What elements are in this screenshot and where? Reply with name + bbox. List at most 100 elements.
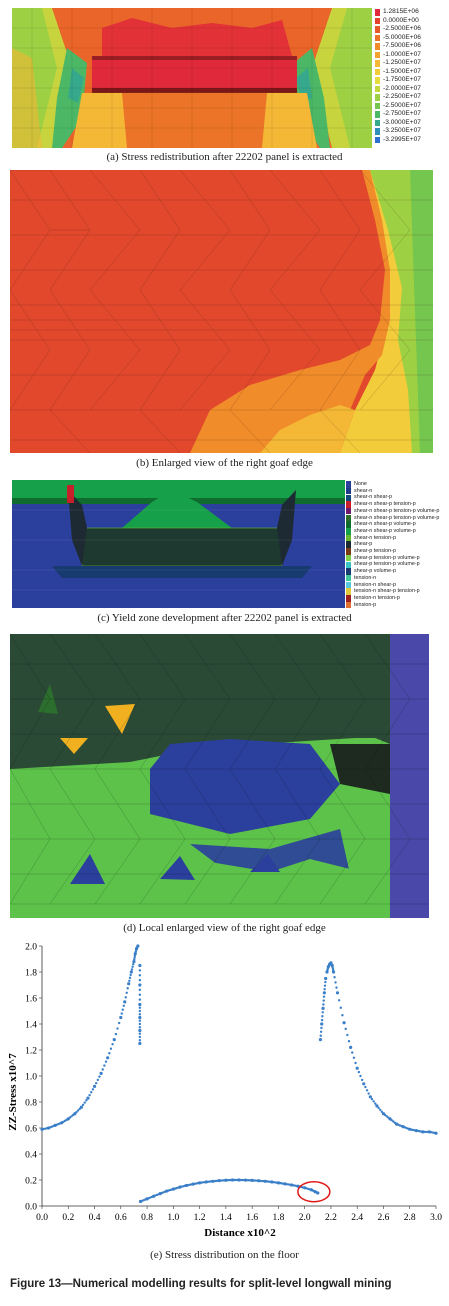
data-point [85, 1099, 88, 1102]
legend-swatch [375, 77, 380, 84]
data-point [380, 1110, 384, 1113]
data-point [364, 1085, 367, 1089]
legend-entry: tension-p [346, 602, 449, 609]
data-point [347, 1040, 351, 1043]
legend-label: tension-p [354, 601, 377, 608]
legend-label: shear-n shear-p volume-p [354, 521, 416, 528]
x-tick-label: 0.6 [115, 1213, 127, 1223]
data-point [318, 1038, 323, 1042]
data-point [390, 1119, 393, 1122]
data-point [322, 995, 326, 998]
legend-entry: shear-p tension-p volume-p [346, 561, 449, 569]
legend-label: 0.0000E+00 [383, 16, 419, 24]
legend-entry: -2.5000E+07 [375, 102, 449, 111]
legend-entry: -3.0000E+07 [375, 119, 449, 128]
x-tick-label: 1.4 [220, 1213, 232, 1223]
stress-legend: 1.2815E+06 0.0000E+00 -2.5000E+06 -5.0000E+… [375, 8, 449, 144]
legend-swatch [346, 528, 351, 535]
data-point [103, 1064, 106, 1067]
data-point [322, 991, 326, 995]
yield-legend: None shear-n shear-n shear-p shear-n shear-… [346, 481, 449, 609]
data-point [129, 973, 132, 977]
data-point [360, 1078, 364, 1082]
legend-label: shear-p volume-p [354, 568, 396, 575]
data-point [375, 1104, 379, 1108]
caption-d: (d) Local enlarged view of the right goa… [123, 922, 326, 934]
legend-swatch [346, 501, 351, 508]
data-point [112, 1038, 116, 1042]
legend-swatch [346, 588, 351, 595]
legend-swatch [346, 561, 351, 569]
legend-entry: tension-n shear-p tension-p [346, 588, 449, 595]
legend-swatch [346, 521, 351, 528]
legend-entry: -1.5000E+07 [375, 68, 449, 77]
legend-label: tension-n [354, 574, 377, 581]
data-point [136, 944, 140, 948]
data-point [122, 1004, 125, 1007]
data-point [138, 1006, 142, 1009]
x-tick-label: 1.6 [246, 1213, 258, 1223]
data-point [378, 1108, 382, 1111]
data-point [323, 984, 327, 987]
data-point [138, 1015, 142, 1020]
data-point [324, 980, 327, 984]
legend-entry: -2.0000E+07 [375, 85, 449, 94]
legend-entry: -5.0000E+06 [375, 34, 449, 43]
data-point [138, 1022, 142, 1026]
data-point [125, 991, 128, 994]
legend-label: shear-n shear-p tension-p volume-p [354, 514, 440, 521]
x-tick-label: 2.8 [404, 1213, 416, 1223]
legend-label: None [354, 481, 367, 487]
data-point [138, 1002, 142, 1007]
legend-label: -1.0000E+07 [383, 50, 421, 58]
x-tick-label: 3.0 [430, 1213, 442, 1223]
data-point [434, 1131, 438, 1135]
data-point [109, 1047, 113, 1050]
data-point [342, 1021, 346, 1025]
legend-label: shear-n shear-p [354, 494, 393, 501]
y-tick-label: 2.0 [25, 943, 37, 953]
highlight-ellipse [297, 1180, 331, 1203]
x-tick-label: 2.2 [325, 1213, 337, 1223]
data-point [335, 986, 338, 989]
legend-label: -1.2500E+07 [383, 59, 421, 66]
legend-swatch [346, 601, 351, 609]
data-point [99, 1071, 103, 1075]
legend-entry: -3.2500E+07 [375, 127, 449, 136]
legend-swatch [346, 581, 351, 589]
data-point [344, 1027, 347, 1031]
legend-label: shear-n shear-p volume-p [354, 527, 416, 534]
legend-entry: None [346, 481, 449, 488]
x-tick-label: 2.0 [299, 1213, 311, 1223]
data-point [131, 965, 134, 968]
legend-label: shear-n shear-p tension-p volume-p [354, 507, 440, 514]
data-point [138, 1032, 142, 1035]
x-tick-label: 2.4 [351, 1213, 363, 1223]
legend-label: shear-p [354, 541, 373, 548]
data-point [132, 960, 136, 964]
legend-entry: tension-n [346, 575, 449, 582]
data-point [349, 1045, 353, 1049]
legend-swatch [375, 136, 380, 143]
y-tick-label: 1.8 [25, 969, 37, 979]
legend-swatch [346, 548, 351, 555]
floor-stress-chart: 0.0 0.2 0.4 0.6 0.8 1.0 1.2 1.4 1.6 1.8 2.0 2.2 2.4 2… [7, 943, 442, 1240]
data-point [321, 1011, 324, 1014]
figure-title: Figure 13—Numerical modelling results fo… [10, 1278, 392, 1290]
legend-entry: shear-n shear-p tension-p volume-p [346, 508, 449, 515]
data-point [138, 988, 142, 992]
data-point [138, 1041, 142, 1046]
legend-label: 1.2815E+06 [383, 8, 419, 15]
data-point [367, 1092, 370, 1095]
legend-entry: 0.0000E+00 [375, 17, 449, 26]
data-point [138, 983, 142, 987]
legend-entry: shear-p [346, 541, 449, 548]
data-point [357, 1070, 361, 1074]
legend-label: -7.5000E+06 [383, 42, 421, 49]
data-point [124, 996, 127, 999]
caption-a: (a) Stress redistribution after 22202 pa… [106, 151, 343, 163]
y-tick-label: 0.0 [25, 1203, 37, 1213]
data-point [138, 963, 142, 968]
data-point [133, 956, 136, 959]
legend-entry: shear-p tension-p volume-p [346, 555, 449, 562]
